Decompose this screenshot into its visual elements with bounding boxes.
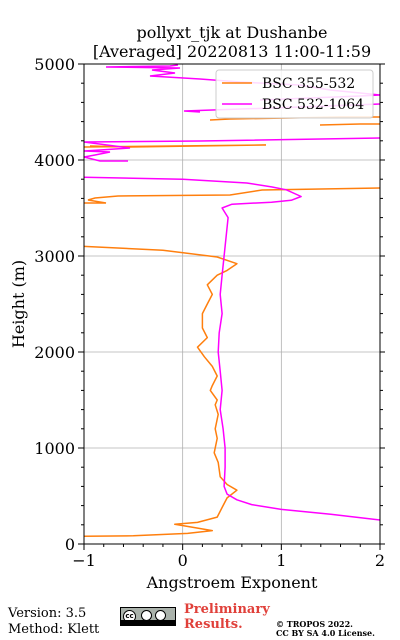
chart-title-line2: [Averaged] 20220813 11:00-11:59 — [93, 42, 371, 61]
preliminary-line1: Preliminary — [184, 602, 270, 617]
legend-frame — [215, 69, 374, 119]
y-tick-label: 0 — [65, 535, 75, 554]
cc-by-sa-license-icon: cc — [120, 607, 176, 626]
series-line-bsc-532-1064 — [84, 176, 380, 521]
y-tick-label: 3000 — [34, 247, 75, 266]
y-axis: 0 1000 2000 3000 4000 5000 — [34, 55, 385, 554]
x-axis: −1 0 1 2 — [72, 544, 385, 570]
method-text: Method: Klett — [8, 622, 100, 637]
copyright-line2: CC BY SA 4.0 License. — [276, 628, 375, 638]
copyright-line1: © TROPOS 2022. — [276, 619, 353, 629]
series-bsc-355-532-upper-trace — [84, 116, 380, 204]
x-tick-label: 0 — [178, 551, 188, 570]
series-layer — [84, 176, 380, 538]
y-tick-label: 5000 — [34, 55, 75, 74]
legend[interactable]: BSC 355-532 BSC 532-1064 — [215, 69, 374, 119]
x-tick-label: −1 — [72, 551, 96, 570]
legend-label-bsc-532-1064: BSC 532-1064 — [262, 97, 364, 113]
copyright-notice: © TROPOS 2022. CC BY SA 4.0 License. — [276, 620, 375, 638]
preliminary-notice: Preliminary Results. — [184, 602, 270, 632]
preliminary-line2: Results. — [184, 617, 243, 632]
version-text: Version: 3.5 — [8, 606, 87, 621]
x-tick-label: 1 — [276, 551, 286, 570]
plot-frame — [83, 63, 381, 545]
cc-strip — [121, 620, 175, 625]
x-tick-label: 2 — [375, 551, 385, 570]
x-axis-label: Angstroem Exponent — [146, 573, 318, 592]
y-tick-label: 4000 — [34, 151, 75, 170]
series-bsc-532-1064-upper-trace — [84, 64, 380, 162]
y-tick-label: 1000 — [34, 439, 75, 458]
chart-title-line1: pollyxt_tjk at Dushanbe — [136, 23, 327, 42]
y-axis-label: Height (m) — [9, 260, 28, 348]
legend-label-bsc-355-532: BSC 355-532 — [262, 76, 355, 92]
grid — [83, 63, 381, 545]
upper-curves — [84, 64, 380, 204]
chart-figure: pollyxt_tjk at Dushanbe [Averaged] 20220… — [9, 23, 385, 592]
y-tick-label: 2000 — [34, 343, 75, 362]
series-line-bsc-355-532 — [84, 245, 238, 538]
